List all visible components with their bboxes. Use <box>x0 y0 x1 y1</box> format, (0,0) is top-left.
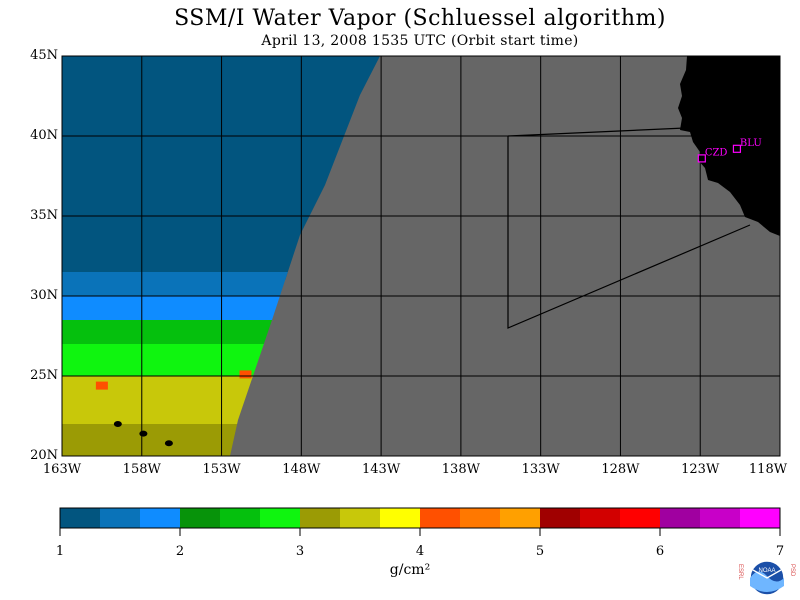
colorbar-swatch-5 <box>260 508 301 528</box>
lon-label-133w: 133W <box>521 462 560 477</box>
station-label-czd: CZD <box>705 147 728 158</box>
colorbar-tick-label-3: 3 <box>295 544 305 559</box>
colorbar-swatch-7 <box>340 508 381 528</box>
lat-label-45n: 45N <box>30 48 58 63</box>
station-marker-czd <box>697 154 706 163</box>
vapor-max-spot-0 <box>95 381 108 390</box>
lat-label-20n: 20N <box>30 448 58 463</box>
lat-label-35n: 35N <box>30 208 58 223</box>
station-marker-blu <box>732 144 742 153</box>
colorbar-swatch-15 <box>660 508 701 528</box>
colorbar-swatch-14 <box>620 508 661 528</box>
domain-boundary-left <box>507 136 751 329</box>
island-0 <box>113 421 122 427</box>
colorbar-swatch-1 <box>100 508 141 528</box>
svg-text:ESRL: ESRL <box>737 564 743 580</box>
colorbar-swatch-11 <box>500 508 541 528</box>
svg-text:NOAA: NOAA <box>758 568 775 574</box>
svg-text:PSD: PSD <box>789 564 795 577</box>
page-title: SSM/I Water Vapor (Schluessel algorithm) <box>174 6 666 31</box>
colorbar-swatch-17 <box>740 508 781 528</box>
colorbar-swatch-13 <box>580 508 621 528</box>
domain-boundary-top <box>507 127 686 137</box>
lat-label-40n: 40N <box>30 128 58 143</box>
colorbar-tick-label-5: 5 <box>535 544 545 559</box>
lon-label-128w: 128W <box>601 462 640 477</box>
island-2 <box>164 440 173 447</box>
lat-label-25n: 25N <box>30 368 58 383</box>
colorbar-tick-label-7: 7 <box>775 544 785 559</box>
lon-label-148w: 148W <box>282 462 321 477</box>
page-subtitle: April 13, 2008 1535 UTC (Orbit start tim… <box>261 33 579 49</box>
colorbar-swatch-4 <box>220 508 261 528</box>
colorbar-swatch-8 <box>380 508 421 528</box>
vapor-max-spot-1 <box>239 370 252 379</box>
lon-label-153w: 153W <box>202 462 241 477</box>
noaa-logo-icon: NOAA ESRL PSD <box>737 560 795 596</box>
colorbar-swatch-3 <box>180 508 221 528</box>
island-3 <box>178 458 186 464</box>
lon-label-163w: 163W <box>42 462 82 477</box>
lon-label-123w: 123W <box>681 462 720 477</box>
colorbar <box>59 508 781 536</box>
colorbar-swatch-16 <box>700 508 741 528</box>
colorbar-swatch-10 <box>460 508 501 528</box>
lon-label-118w: 118W <box>748 462 788 477</box>
lon-label-138w: 138W <box>441 462 480 477</box>
colorbar-tick-label-6: 6 <box>655 544 665 559</box>
station-markers: CZD BLU <box>697 138 762 163</box>
colorbar-swatch-2 <box>140 508 181 528</box>
lon-label-143w: 143W <box>362 462 401 477</box>
colorbar-tick-label-1: 1 <box>55 544 65 559</box>
station-label-blu: BLU <box>740 138 762 149</box>
colorbar-swatch-6 <box>300 508 341 528</box>
colorbar-unit: g/cm² <box>389 562 431 578</box>
colorbar-frame <box>59 507 781 529</box>
lat-lon-grid <box>62 56 780 456</box>
island-1 <box>139 430 148 437</box>
colorbar-swatch-0 <box>60 508 101 528</box>
lon-label-158w: 158W <box>122 462 161 477</box>
colorbar-tick-label-2: 2 <box>175 544 185 559</box>
colorbar-tick-label-4: 4 <box>415 544 425 559</box>
map-frame <box>61 55 781 457</box>
colorbar-swatch-9 <box>420 508 461 528</box>
lat-label-30n: 30N <box>30 288 58 303</box>
california-coast-land <box>678 56 780 236</box>
colorbar-swatch-12 <box>540 508 581 528</box>
